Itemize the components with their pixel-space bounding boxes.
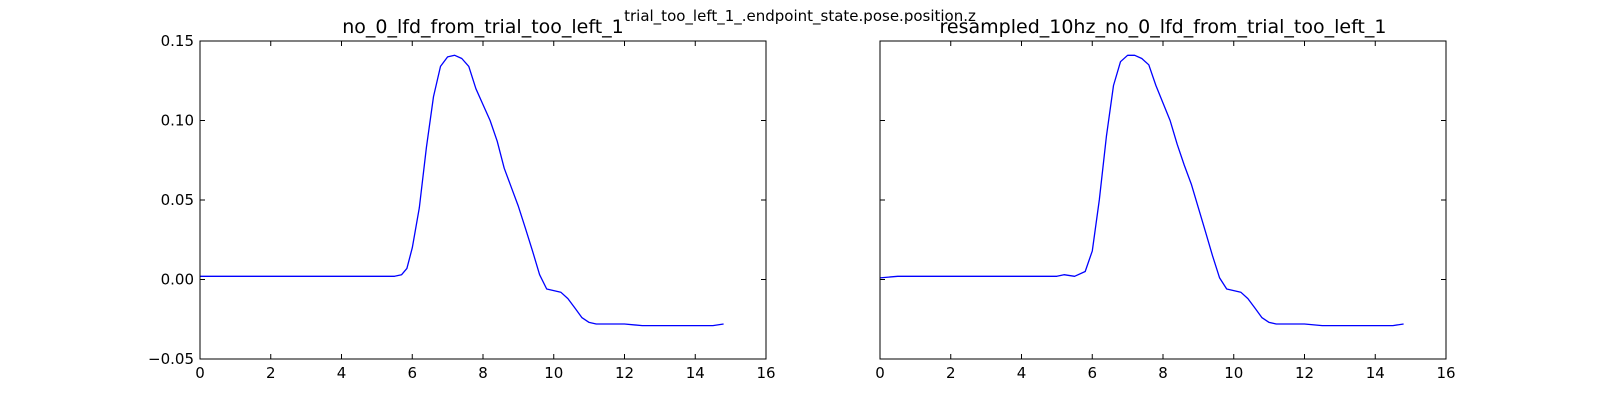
chart-panel-2: resampled_10hz_no_0_lfd_from_trial_too_l…: [875, 16, 1455, 382]
x-tick-label: 16: [1436, 364, 1455, 382]
x-tick-label: 16: [756, 364, 775, 382]
x-tick-label: 4: [337, 364, 347, 382]
x-tick-label: 12: [1295, 364, 1314, 382]
x-tick-label: 2: [266, 364, 276, 382]
y-tick-label: 0.05: [161, 191, 194, 209]
x-tick-label: 12: [615, 364, 634, 382]
y-tick-label: 0.00: [161, 271, 194, 289]
y-tick-label: 0.15: [161, 32, 194, 50]
x-tick-label: 14: [686, 364, 705, 382]
x-tick-label: 14: [1366, 364, 1385, 382]
y-tick-label: −0.05: [148, 350, 194, 368]
x-tick-label: 10: [544, 364, 563, 382]
chart-panel-1: no_0_lfd_from_trial_too_left_1 0 2 4 6 8 10 12 1…: [148, 16, 776, 382]
chart-title: no_0_lfd_from_trial_too_left_1: [342, 16, 624, 38]
y-tick-label: 0.10: [161, 112, 194, 130]
x-tick-label: 0: [875, 364, 885, 382]
x-tick-label: 10: [1224, 364, 1243, 382]
x-tick-label: 2: [946, 364, 956, 382]
series-line: [200, 54, 724, 327]
x-tick-label: 8: [1158, 364, 1168, 382]
x-tick-label: 6: [407, 364, 417, 382]
x-tick-label: 8: [478, 364, 488, 382]
figure-suptitle: trial_too_left_1_.endpoint_state.pose.po…: [624, 7, 976, 26]
x-tick-label: 0: [195, 364, 205, 382]
chart-title: resampled_10hz_no_0_lfd_from_trial_too_l…: [940, 16, 1387, 38]
series-line: [879, 54, 1404, 327]
x-tick-label: 6: [1087, 364, 1097, 382]
x-tick-label: 4: [1017, 364, 1027, 382]
